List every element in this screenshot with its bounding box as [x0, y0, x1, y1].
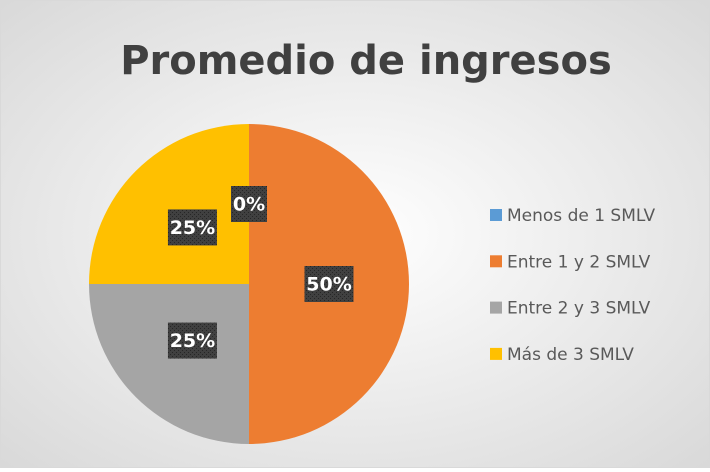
- legend: Menos de 1 SMLV Entre 1 y 2 SMLV Entre 2 y…: [490, 206, 655, 365]
- data-label: 25%: [170, 217, 215, 239]
- legend-label: Más de 3 SMLV: [507, 345, 634, 365]
- legend-label: Entre 1 y 2 SMLV: [507, 252, 651, 272]
- data-label-box: [167, 322, 217, 359]
- pie: [89, 124, 409, 444]
- legend-label: Menos de 1 SMLV: [507, 206, 655, 226]
- legend-swatch: [490, 209, 502, 221]
- data-label: 25%: [170, 330, 215, 352]
- data-label-box: [167, 209, 217, 246]
- legend-swatch: [490, 301, 502, 314]
- data-labels: 0% 50% 25% 25%: [167, 186, 354, 359]
- legend-swatch: [490, 347, 502, 360]
- legend-swatch: [490, 255, 502, 268]
- chart-title: Promedio de ingresos: [120, 38, 612, 84]
- data-label-box: [231, 186, 267, 222]
- data-label-box: [304, 266, 354, 302]
- legend-label: Entre 2 y 3 SMLV: [507, 299, 651, 319]
- data-label: 0%: [233, 194, 265, 216]
- data-label: 50%: [306, 274, 351, 296]
